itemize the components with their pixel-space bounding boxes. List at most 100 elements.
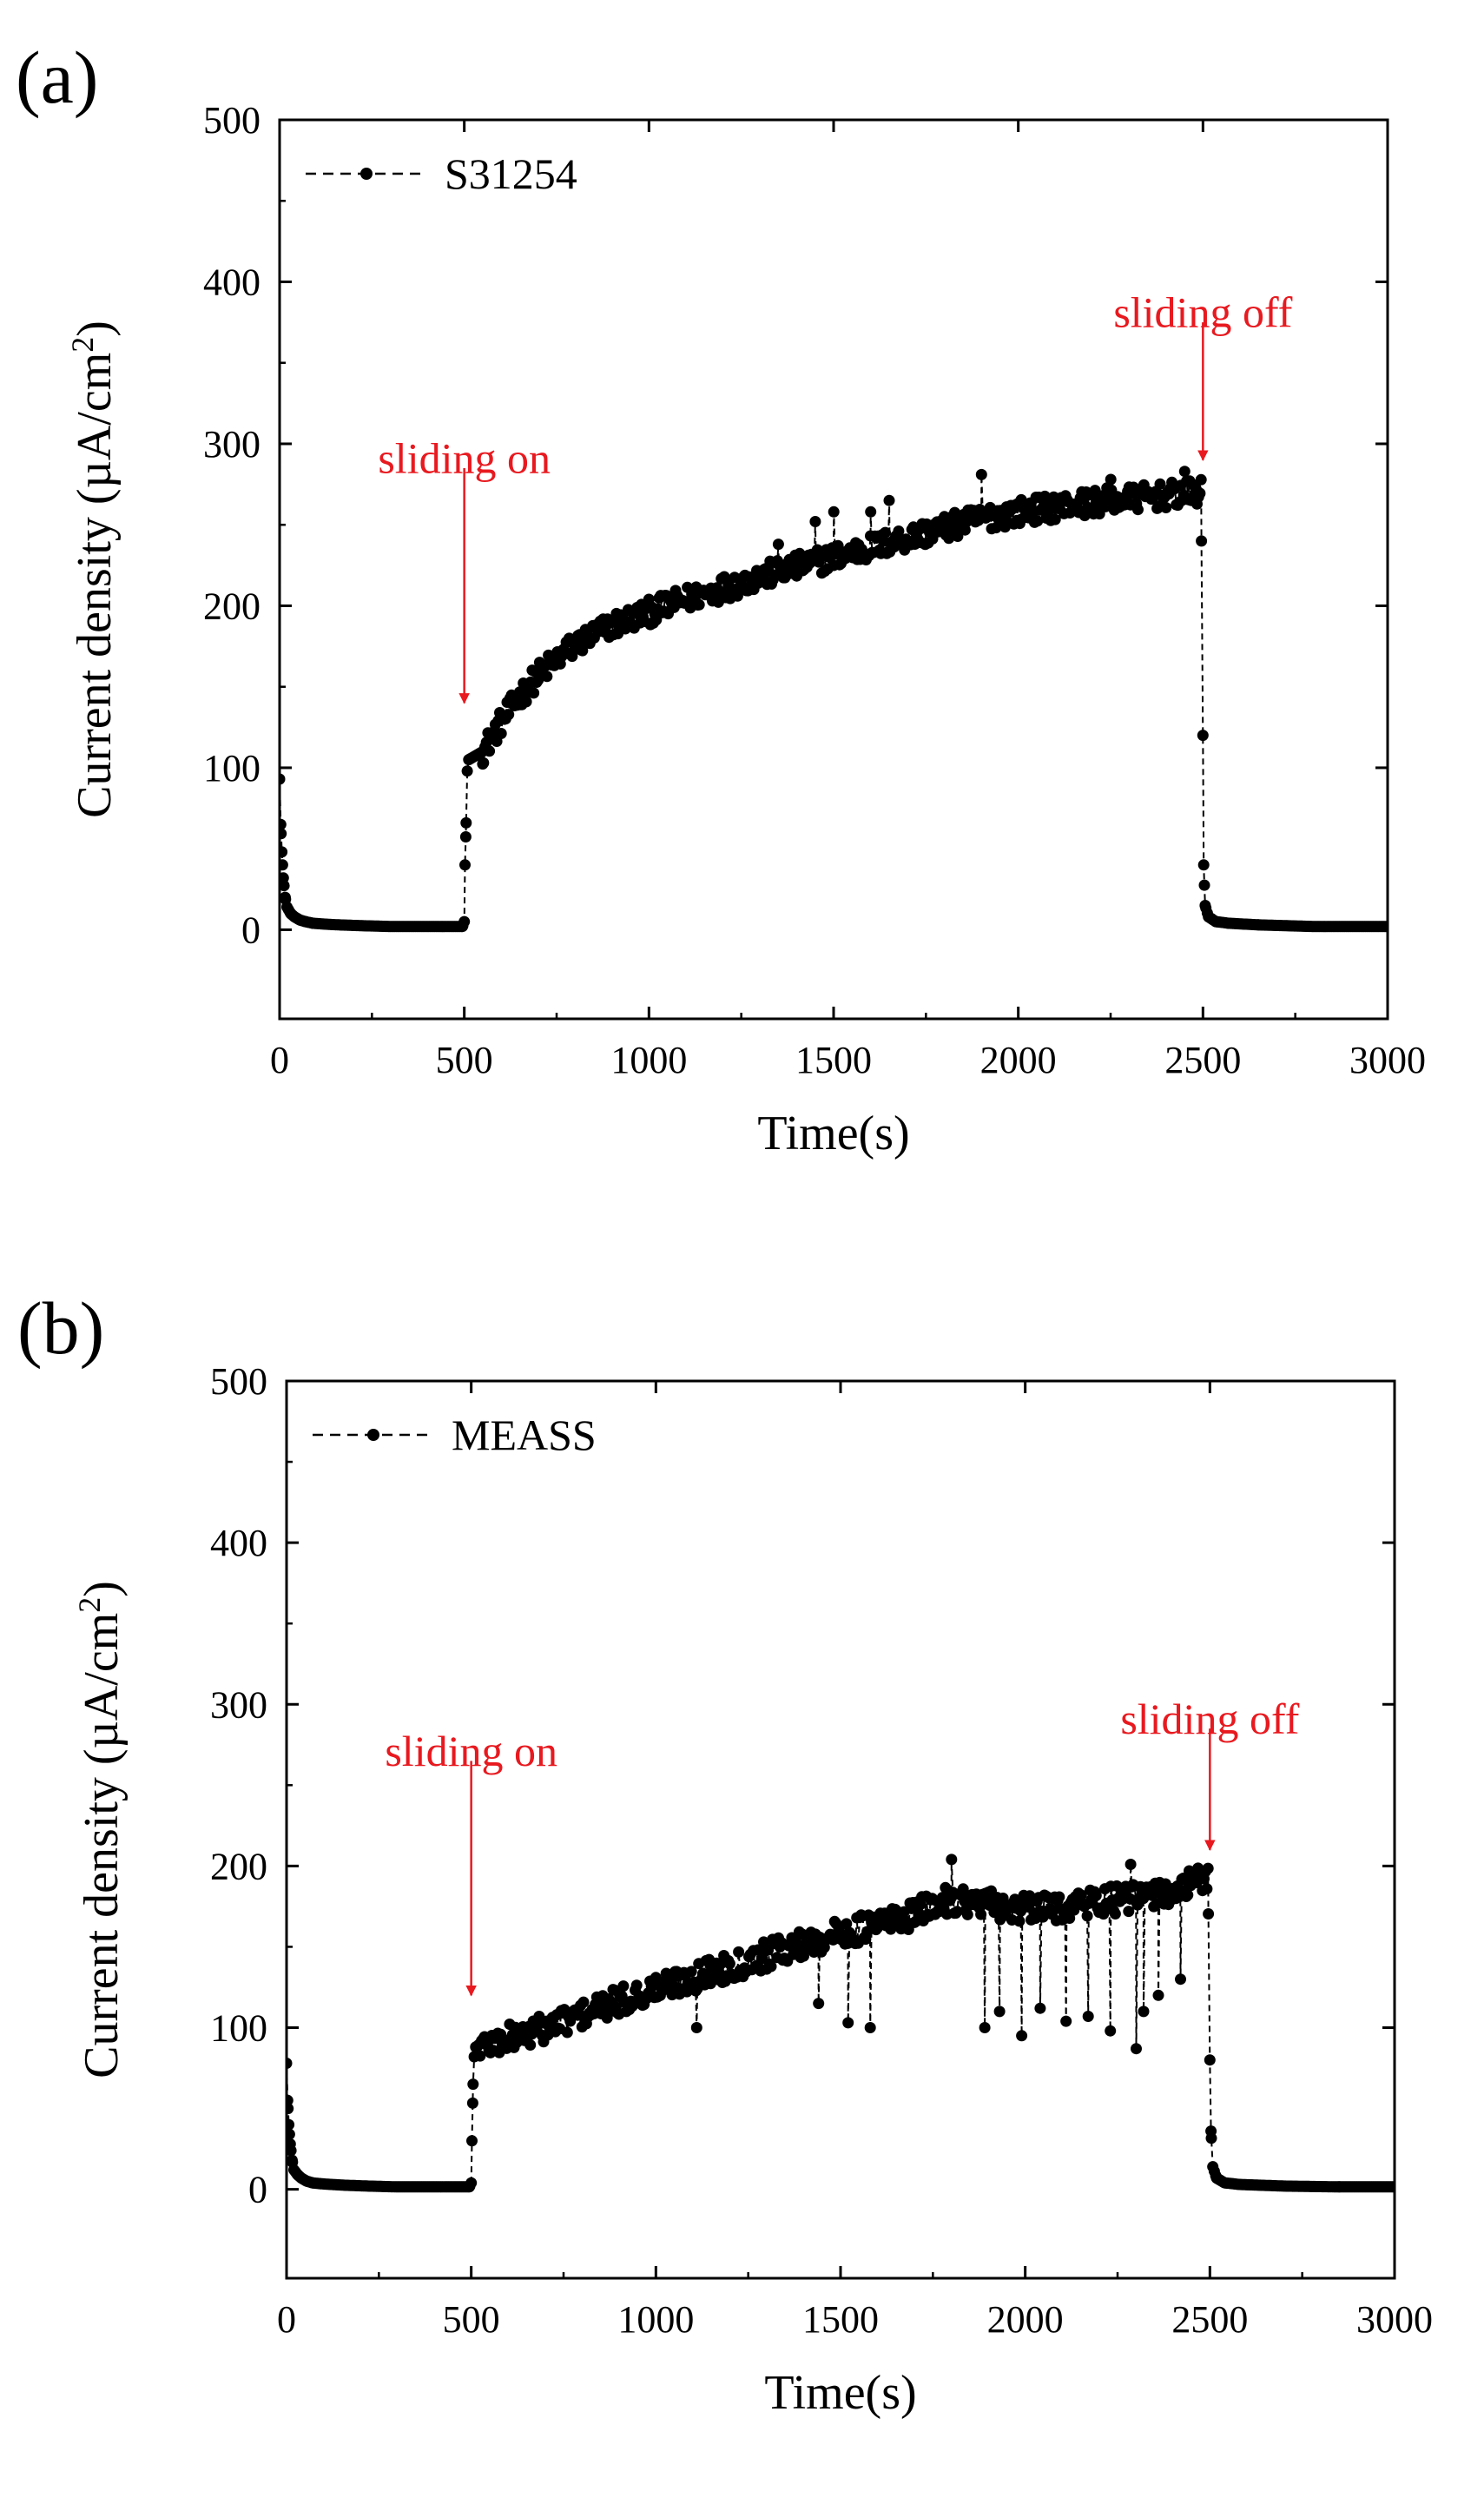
- data-point: [1016, 2030, 1028, 2042]
- data-point: [946, 1854, 958, 1866]
- y-tick-label: 300: [210, 1683, 267, 1726]
- data-point: [1202, 1862, 1214, 1874]
- data-point: [765, 1960, 777, 1972]
- data-point: [841, 1918, 853, 1930]
- data-point: [975, 1908, 987, 1920]
- data-point: [287, 2128, 295, 2140]
- plot-frame: [285, 1379, 1396, 2280]
- y-tick-label: 0: [248, 2169, 267, 2211]
- data-point: [809, 516, 821, 527]
- data-point: [1138, 2005, 1150, 2018]
- data-point: [1178, 466, 1190, 478]
- data-point: [280, 859, 288, 871]
- data-point: [577, 1996, 590, 2008]
- data-point: [561, 2026, 573, 2039]
- data-point: [466, 2097, 478, 2109]
- data-point: [772, 539, 784, 551]
- data-point: [880, 526, 891, 539]
- data-point: [1032, 515, 1044, 527]
- data-point: [1194, 487, 1206, 499]
- data-point: [1205, 2132, 1217, 2144]
- data-point: [1154, 478, 1166, 490]
- data-point: [685, 1966, 697, 1978]
- data-point: [503, 709, 515, 721]
- data-point: [1109, 1908, 1121, 1920]
- y-axis-title-end: ): [68, 320, 122, 337]
- x-axis-title: Time(s): [757, 1107, 909, 1160]
- series-MEASS: [287, 1854, 1395, 2193]
- data-point: [1197, 730, 1209, 742]
- x-tick-label: 0: [277, 2298, 296, 2341]
- data-point: [1053, 1891, 1065, 1903]
- x-tick-label: 500: [436, 1039, 493, 1081]
- data-point: [961, 1908, 973, 1920]
- x-tick-label: 1500: [802, 2298, 879, 2341]
- x-tick-label: 2000: [980, 1039, 1057, 1081]
- data-point: [495, 2028, 507, 2040]
- data-point: [459, 831, 472, 843]
- data-point: [1203, 1908, 1215, 1920]
- x-tick-label: 2500: [1164, 1039, 1241, 1081]
- y-tick-label: 400: [210, 1522, 267, 1564]
- x-axis-title: Time(s): [764, 2366, 916, 2420]
- data-point: [668, 1980, 680, 1992]
- data-point: [280, 818, 287, 830]
- data-point: [465, 2177, 478, 2189]
- data-point: [731, 590, 743, 602]
- y-tick-label: 200: [203, 585, 261, 627]
- data-point: [975, 468, 987, 480]
- data-point: [528, 687, 540, 699]
- legend-marker: [367, 1429, 379, 1441]
- data-point: [1152, 1989, 1164, 2001]
- x-tick-label: 2500: [1171, 2298, 1248, 2341]
- data-point: [883, 494, 895, 506]
- data-point: [280, 846, 288, 858]
- x-tick-label: 3000: [1349, 1039, 1426, 1081]
- data-point: [1105, 2025, 1117, 2037]
- data-point: [1131, 2043, 1142, 2055]
- data-point: [1198, 879, 1210, 891]
- data-point: [1082, 2011, 1094, 2022]
- legend-label: S31254: [445, 149, 577, 198]
- data-point: [828, 506, 840, 518]
- x-tick-label: 0: [270, 1039, 289, 1081]
- data-point: [287, 2118, 295, 2131]
- data-point: [693, 598, 705, 611]
- data-point: [1060, 2015, 1072, 2027]
- data-point: [474, 2050, 486, 2062]
- y-tick-label: 400: [203, 261, 261, 303]
- annotation-sliding-on: sliding on: [385, 1727, 557, 1997]
- data-point: [466, 2135, 478, 2147]
- legend-marker: [360, 168, 373, 180]
- data-point: [1146, 1889, 1158, 1901]
- x-tick-label: 2000: [987, 2298, 1064, 2341]
- x-tick-label: 500: [443, 2298, 500, 2341]
- data-point: [520, 696, 532, 708]
- data-point: [993, 2005, 1006, 2018]
- legend: S31254: [306, 149, 577, 198]
- data-point: [287, 2103, 294, 2115]
- data-point: [478, 757, 490, 769]
- annotation-sliding-on: sliding on: [378, 434, 551, 704]
- data-point: [280, 773, 286, 785]
- data-point: [1098, 1908, 1110, 1920]
- annotation-sliding-off: sliding off: [1120, 1695, 1300, 1852]
- data-point: [458, 915, 471, 928]
- data-point: [280, 880, 290, 892]
- data-point: [1382, 921, 1388, 933]
- data-point: [287, 2144, 297, 2157]
- data-point: [733, 1946, 745, 1958]
- data-point: [690, 2022, 702, 2033]
- data-point: [1132, 504, 1144, 516]
- series-S31254: [280, 466, 1388, 933]
- y-axis-title: Current density (µA/cm2): [72, 1581, 129, 2078]
- chart-panel-b: (b)0 500 1000 1500 2000 2500 30000100200300400…: [17, 1286, 1433, 2420]
- data-point: [287, 2058, 293, 2069]
- y-tick-label: 500: [203, 99, 261, 142]
- data-point: [1081, 1910, 1093, 1922]
- data-point: [1013, 1915, 1026, 1927]
- series-line: [280, 471, 1388, 928]
- data-point: [461, 765, 473, 777]
- panel-label: (a): [16, 36, 98, 119]
- data-point: [865, 506, 877, 518]
